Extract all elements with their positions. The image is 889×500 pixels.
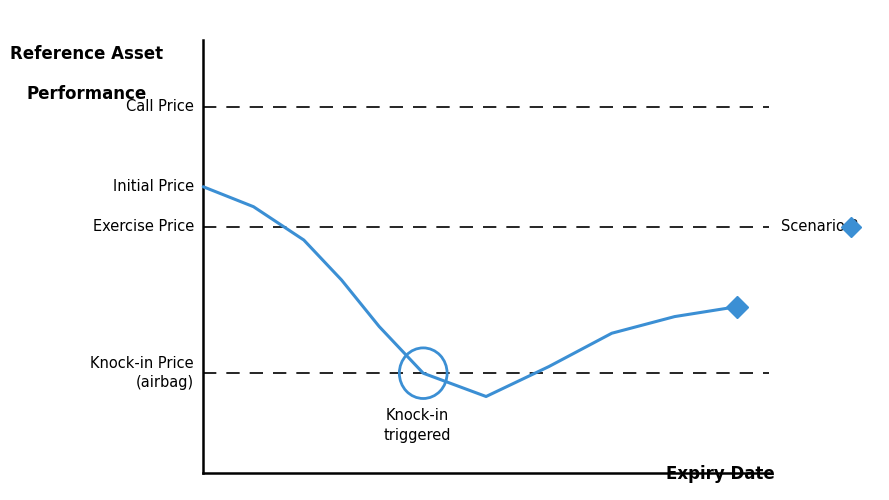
Text: Initial Price: Initial Price bbox=[113, 179, 194, 194]
Text: Call Price: Call Price bbox=[126, 100, 194, 114]
Text: Performance: Performance bbox=[27, 84, 147, 102]
Text: Scenario 3: Scenario 3 bbox=[781, 219, 859, 234]
Text: Reference Asset: Reference Asset bbox=[11, 44, 164, 62]
Text: Knock-in
triggered: Knock-in triggered bbox=[383, 408, 451, 444]
Text: Expiry Date: Expiry Date bbox=[667, 465, 775, 483]
Text: Exercise Price: Exercise Price bbox=[92, 219, 194, 234]
Text: Knock-in Price
(airbag): Knock-in Price (airbag) bbox=[90, 356, 194, 390]
